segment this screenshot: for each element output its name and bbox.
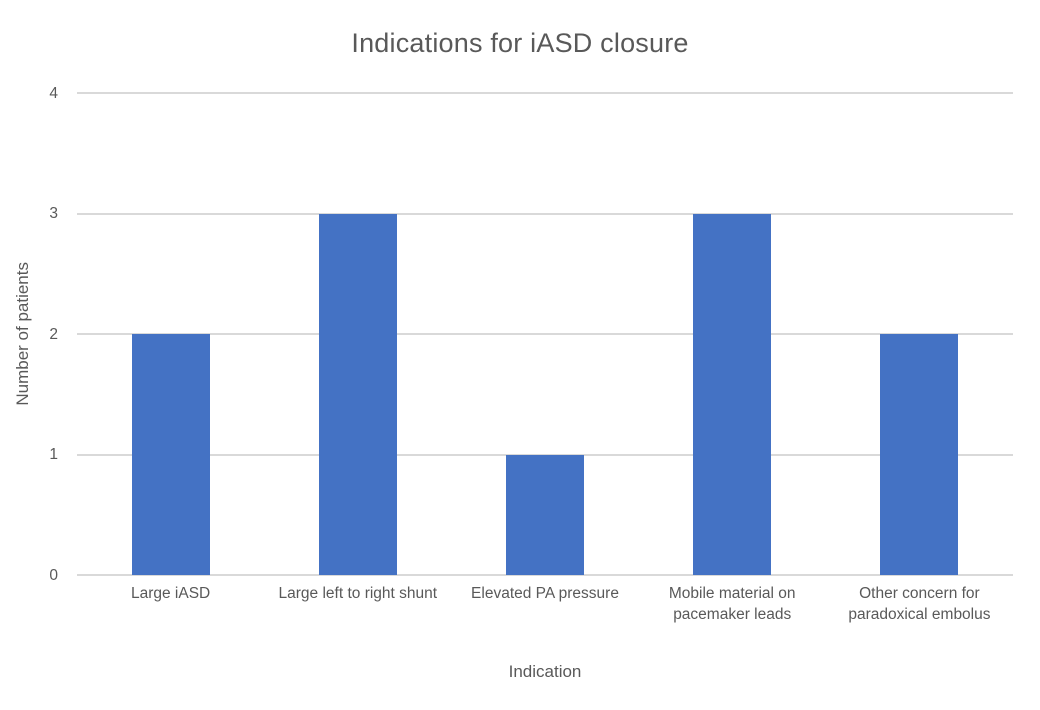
category-label: Other concern for paradoxical embolus (848, 585, 991, 623)
gridline (77, 92, 1013, 94)
y-tick-label: 0 (49, 566, 58, 584)
y-tick-label: 1 (49, 445, 58, 463)
bar (880, 334, 959, 575)
chart-title: Indications for iASD closure (351, 28, 689, 58)
category-label: Elevated PA pressure (471, 585, 619, 602)
plot-area (77, 92, 1013, 576)
x-axis-category-labels: Large iASD Large left to right shunt Eleva… (77, 584, 1013, 626)
y-axis-ticks: 0 1 2 3 4 (0, 85, 58, 582)
y-tick-label: 3 (49, 204, 58, 222)
category-label: Large iASD (130, 585, 211, 602)
category-label: Large left to right shunt (278, 585, 438, 602)
y-tick-label: 4 (49, 84, 58, 102)
gridline (77, 212, 1013, 215)
gridline (77, 574, 1013, 576)
y-tick-label: 2 (49, 325, 58, 343)
x-axis-title: Indication (508, 662, 582, 681)
bar (506, 454, 584, 575)
bar (131, 334, 210, 575)
gridline (77, 333, 1013, 335)
bar (693, 213, 772, 575)
bar (318, 213, 397, 575)
category-label: Mobile material on pacemaker leads (668, 585, 796, 623)
